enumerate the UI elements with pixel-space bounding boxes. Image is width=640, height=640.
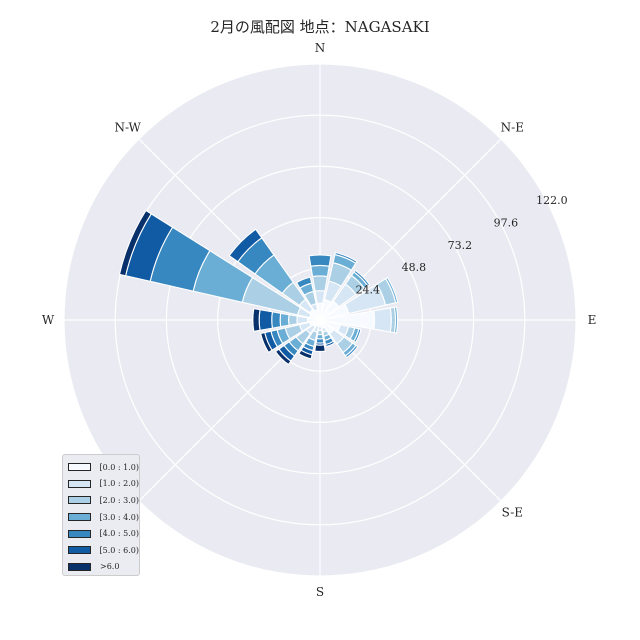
compass-label-N-W: N-W (115, 121, 142, 135)
bar-NE-bin-4 (353, 269, 371, 287)
legend-item: [1.0 : 2.0) (68, 476, 139, 493)
bar-N-bin-2 (311, 275, 329, 292)
bar-W-bin-4 (271, 311, 282, 329)
radial-tick-label: 48.8 (402, 261, 427, 274)
bar-W-bin-6 (252, 308, 261, 332)
compass-label-N: N (315, 41, 326, 55)
legend-label: [1.0 : 2.0) (99, 479, 139, 489)
legend-swatch (68, 529, 91, 538)
compass-label-E: E (588, 313, 597, 327)
legend-label: [3.0 : 4.0) (99, 512, 139, 522)
bar-WNW-bin-6 (118, 209, 153, 277)
legend-swatch (68, 463, 91, 472)
legend-swatch (68, 513, 91, 522)
legend-label: [2.0 : 3.0) (99, 495, 139, 505)
bar-E-bin-1 (373, 307, 392, 333)
legend-swatch (68, 496, 91, 505)
bar-WSW-bin-6 (260, 331, 273, 354)
legend-swatch (68, 479, 91, 488)
legend-item: [5.0 : 6.0) (68, 542, 139, 559)
wind-bars (118, 209, 399, 366)
bar-W-bin-5 (258, 309, 274, 331)
legend-label: [0.0 : 1.0) (99, 462, 139, 472)
radial-tick-label: 73.2 (448, 239, 473, 252)
chart-title: 2月の風配図 地点：NAGASAKI (210, 18, 430, 36)
bar-SSW-bin-6 (298, 349, 313, 360)
compass-label-S: S (316, 585, 324, 599)
legend-swatch (68, 562, 91, 571)
bar-E-bin-3 (393, 306, 399, 334)
radial-tick-label: 24.4 (356, 284, 381, 297)
legend-item: [2.0 : 3.0) (68, 492, 139, 509)
legend: [0.0 : 1.0) [1.0 : 2.0) [2.0 : 3.0) [3.0 : … (62, 454, 140, 576)
bar-W-bin-2 (287, 314, 298, 326)
bar-N-bin-1 (314, 290, 326, 305)
radial-tick-label: 122.0 (536, 194, 568, 207)
radial-tick-labels: 24.4 48.8 73.2 97.6 122.0 (356, 194, 568, 297)
bar-SW-bin-6 (274, 348, 292, 366)
bar-W-bin-3 (279, 312, 290, 328)
compass-label-N-E: N-E (501, 121, 524, 135)
legend-item: [4.0 : 5.0) (68, 525, 139, 542)
compass-label-W: W (42, 313, 55, 327)
bar-NNW-bin-4 (295, 276, 313, 289)
bar-SE-bin-4 (344, 344, 359, 359)
legend-label: >6.0 (100, 562, 120, 572)
radial-tick-label: 97.6 (494, 216, 519, 229)
legend-item: [0.0 : 1.0) (68, 459, 139, 476)
bar-NNE-bin-4 (334, 251, 358, 264)
bar-ESE-bin-4 (352, 328, 362, 344)
bar-ENE-bin-3 (384, 276, 399, 304)
bar-N-bin-4 (308, 254, 332, 267)
compass-label-S-E: S-E (502, 505, 523, 519)
bar-S-bin-6 (314, 344, 326, 353)
legend-item: [3.0 : 4.0) (68, 509, 139, 526)
legend-item: >6.0 (68, 559, 139, 576)
legend-label: [5.0 : 6.0) (99, 545, 139, 555)
legend-swatch (68, 546, 91, 555)
bar-NW-bin-5 (228, 228, 263, 263)
bar-N-bin-3 (310, 264, 330, 278)
bar-SSE-bin-5 (324, 340, 336, 348)
legend-label: [4.0 : 5.0) (99, 529, 139, 539)
